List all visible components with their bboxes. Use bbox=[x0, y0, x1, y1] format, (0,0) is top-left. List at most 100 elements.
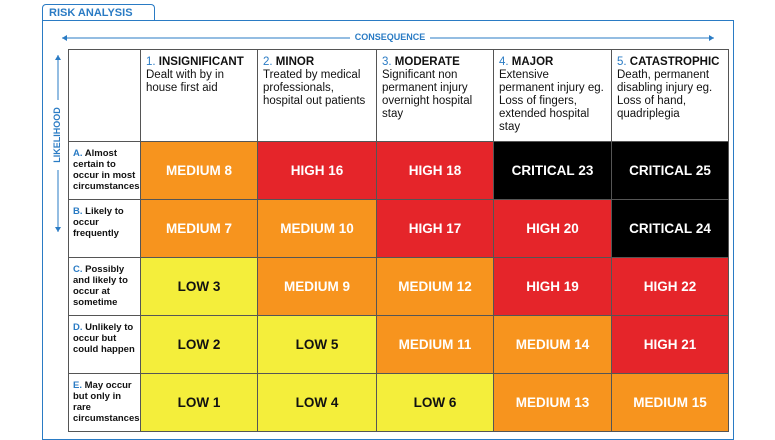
row-letter: C. bbox=[73, 264, 83, 275]
column-number: 4. bbox=[499, 56, 509, 68]
risk-cell: HIGH 16 bbox=[258, 142, 377, 200]
risk-cell: LOW 3 bbox=[141, 258, 258, 316]
row-label: May occur but only in rare circumstances bbox=[73, 380, 140, 424]
column-title: INSIGNIFICANT bbox=[158, 56, 244, 68]
consequence-label: CONSEQUENCE bbox=[350, 32, 430, 42]
risk-level: LOW bbox=[177, 395, 210, 410]
risk-level: HIGH bbox=[290, 163, 325, 178]
risk-cell: LOW 6 bbox=[377, 374, 494, 432]
risk-score: 2 bbox=[212, 337, 221, 352]
row-letter: B. bbox=[73, 206, 83, 217]
risk-score: 8 bbox=[224, 163, 233, 178]
row-header: C. Possibly and likely to occur at somet… bbox=[68, 258, 141, 316]
risk-level: LOW bbox=[177, 279, 210, 294]
column-description: Dealt with by in house first aid bbox=[146, 69, 224, 94]
risk-score: 10 bbox=[338, 221, 354, 236]
risk-cell: LOW 5 bbox=[258, 316, 377, 374]
risk-score: 6 bbox=[448, 395, 457, 410]
column-header: 3. MODERATE Significant non permanent inj… bbox=[377, 49, 494, 142]
risk-score: 19 bbox=[563, 279, 579, 294]
risk-score: 25 bbox=[695, 163, 711, 178]
column-title: MAJOR bbox=[511, 56, 554, 68]
risk-cell: MEDIUM 13 bbox=[494, 374, 612, 432]
risk-score: 14 bbox=[574, 337, 590, 352]
risk-score: 24 bbox=[695, 221, 711, 236]
risk-level: LOW bbox=[413, 395, 446, 410]
risk-level: MEDIUM bbox=[398, 337, 454, 352]
risk-score: 13 bbox=[574, 395, 590, 410]
risk-score: 22 bbox=[681, 279, 697, 294]
risk-level: MEDIUM bbox=[515, 395, 571, 410]
column-number: 1. bbox=[146, 56, 156, 68]
risk-cell: LOW 4 bbox=[258, 374, 377, 432]
risk-cell: HIGH 19 bbox=[494, 258, 612, 316]
column-number: 5. bbox=[617, 56, 627, 68]
risk-cell: LOW 2 bbox=[141, 316, 258, 374]
risk-score: 20 bbox=[563, 221, 579, 236]
risk-cell: CRITICAL 24 bbox=[612, 200, 729, 258]
risk-level: HIGH bbox=[643, 337, 678, 352]
column-number: 2. bbox=[263, 56, 273, 68]
column-description: Extensive permanent injury eg. Loss of f… bbox=[499, 69, 604, 133]
risk-cell: HIGH 22 bbox=[612, 258, 729, 316]
risk-score: 5 bbox=[330, 337, 339, 352]
column-header: 4. MAJOR Extensive permanent injury eg. L… bbox=[494, 49, 612, 142]
risk-level: MEDIUM bbox=[165, 163, 221, 178]
risk-cell: MEDIUM 14 bbox=[494, 316, 612, 374]
risk-cell: MEDIUM 12 bbox=[377, 258, 494, 316]
risk-level: LOW bbox=[177, 337, 210, 352]
risk-score: 1 bbox=[212, 395, 221, 410]
risk-cell: HIGH 21 bbox=[612, 316, 729, 374]
risk-level: MEDIUM bbox=[280, 221, 335, 236]
risk-score: 3 bbox=[212, 279, 221, 294]
risk-level: HIGH bbox=[526, 279, 560, 294]
risk-cell: LOW 1 bbox=[141, 374, 258, 432]
risk-level: MEDIUM bbox=[165, 221, 221, 236]
row-letter: A. bbox=[73, 148, 83, 159]
risk-cell: MEDIUM 10 bbox=[258, 200, 377, 258]
risk-score: 15 bbox=[691, 395, 707, 410]
risk-score: 4 bbox=[330, 395, 339, 410]
risk-cell: MEDIUM 11 bbox=[377, 316, 494, 374]
row-label: Likely to occur frequently bbox=[73, 206, 124, 239]
column-header: 5. CATASTROPHIC Death, permanent disablin… bbox=[612, 49, 729, 142]
risk-level: CRITICAL bbox=[629, 221, 693, 236]
risk-cell: HIGH 17 bbox=[377, 200, 494, 258]
risk-level: MEDIUM bbox=[633, 395, 688, 410]
column-number: 3. bbox=[382, 56, 392, 68]
risk-cell: CRITICAL 25 bbox=[612, 142, 729, 200]
risk-score: 21 bbox=[681, 337, 697, 352]
row-label: Possibly and likely to occur at sometime bbox=[73, 264, 128, 308]
risk-cell: HIGH 18 bbox=[377, 142, 494, 200]
risk-score: 18 bbox=[446, 163, 462, 178]
risk-level: HIGH bbox=[408, 221, 443, 236]
risk-cell: CRITICAL 23 bbox=[494, 142, 612, 200]
risk-level: LOW bbox=[295, 337, 328, 352]
column-title: MODERATE bbox=[394, 56, 460, 68]
row-label: Almost certain to occur in most circumst… bbox=[73, 148, 140, 192]
risk-level: HIGH bbox=[408, 163, 443, 178]
row-letter: E. bbox=[73, 380, 82, 391]
risk-score: 7 bbox=[224, 221, 233, 236]
risk-cell: MEDIUM 15 bbox=[612, 374, 729, 432]
column-description: Significant non permanent injury overnig… bbox=[382, 69, 473, 120]
risk-cell: MEDIUM 9 bbox=[258, 258, 377, 316]
risk-score: 23 bbox=[578, 163, 594, 178]
risk-level: MEDIUM bbox=[398, 279, 453, 294]
risk-score: 11 bbox=[457, 337, 472, 352]
row-header: E. May occur but only in rare circumstan… bbox=[68, 374, 141, 432]
risk-cell: MEDIUM 7 bbox=[141, 200, 258, 258]
row-header: B. Likely to occur frequently bbox=[68, 200, 141, 258]
risk-level: MEDIUM bbox=[515, 337, 571, 352]
risk-level: MEDIUM bbox=[283, 279, 339, 294]
risk-cell: HIGH 20 bbox=[494, 200, 612, 258]
column-description: Death, permanent disabling injury eg. Lo… bbox=[617, 69, 713, 120]
row-label: Unlikely to occur but could happen bbox=[73, 322, 135, 355]
risk-score: 16 bbox=[328, 163, 344, 178]
row-letter: D. bbox=[73, 322, 83, 333]
column-title: MINOR bbox=[275, 56, 315, 68]
risk-level: HIGH bbox=[526, 221, 560, 236]
corner-cell bbox=[68, 49, 141, 142]
risk-score: 9 bbox=[342, 279, 351, 294]
